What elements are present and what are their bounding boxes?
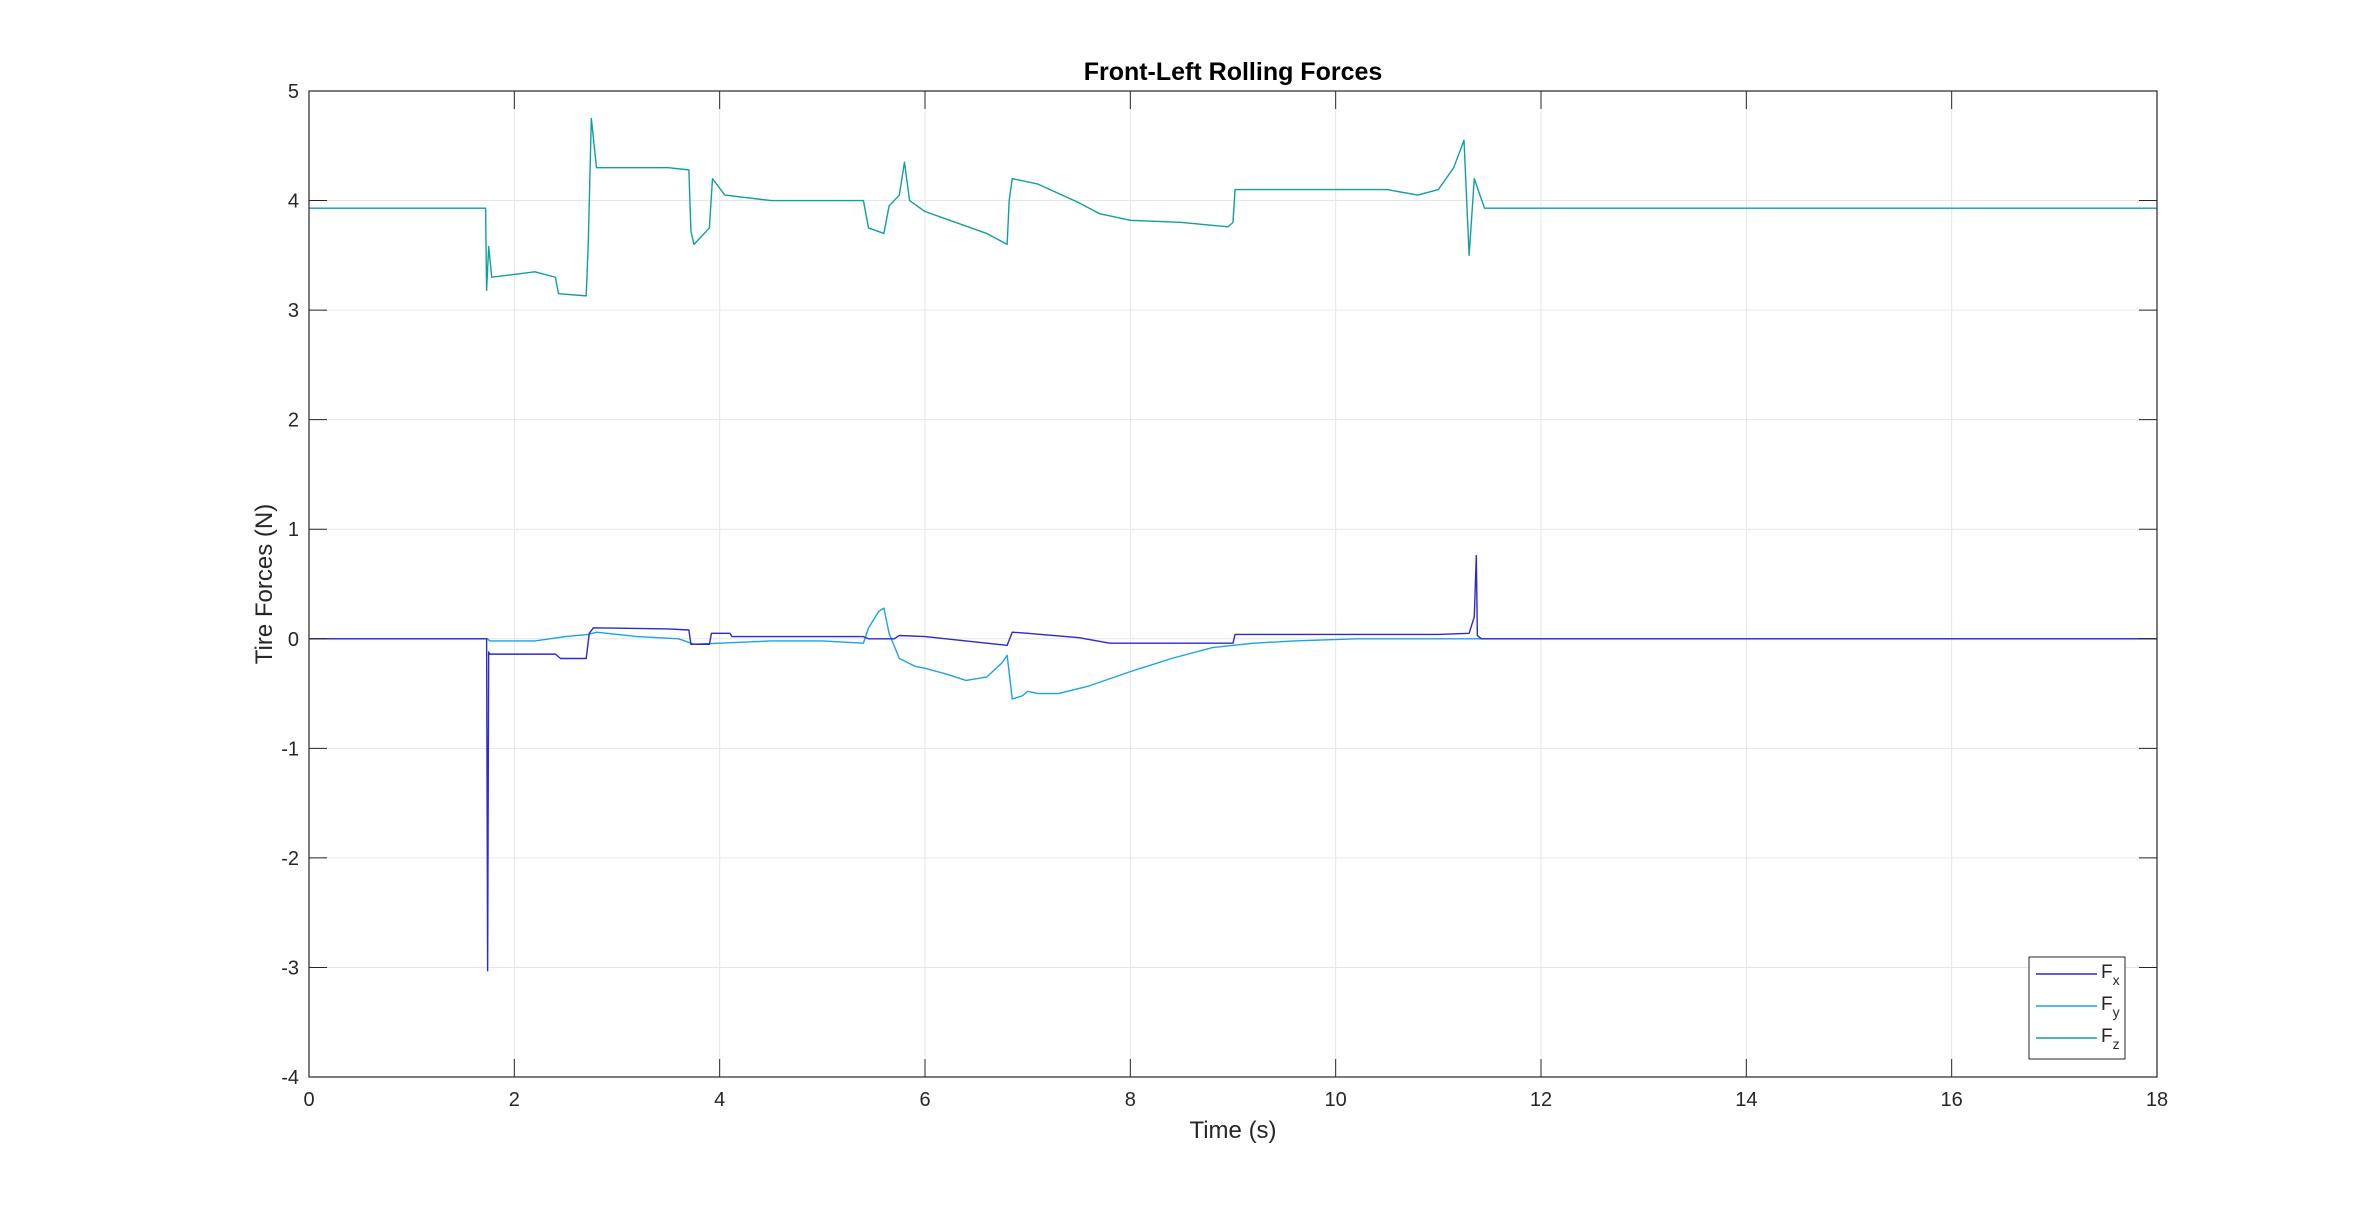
x-tick-label: 12 bbox=[1530, 1089, 1552, 1111]
x-tick-label: 18 bbox=[2146, 1089, 2168, 1111]
x-tick-label: 14 bbox=[1735, 1089, 1757, 1111]
legend-label-fz: Fz bbox=[2101, 1026, 2120, 1052]
y-tick-label: -1 bbox=[281, 738, 299, 760]
y-tick-label: -3 bbox=[281, 957, 299, 979]
x-tick-label: 16 bbox=[1941, 1089, 1963, 1111]
series-line-fx bbox=[309, 554, 2157, 972]
y-tick-label: 4 bbox=[288, 191, 299, 213]
x-axis-label: Time (s) bbox=[1189, 1117, 1276, 1144]
x-tick-label: 2 bbox=[509, 1089, 520, 1111]
x-tick-label: 6 bbox=[919, 1089, 930, 1111]
x-tick-label: 4 bbox=[714, 1089, 725, 1111]
y-tick-label: 2 bbox=[288, 410, 299, 432]
x-tick-label: 0 bbox=[303, 1089, 314, 1111]
axis-ticks bbox=[308, 90, 2158, 1078]
plot-area bbox=[309, 91, 2157, 1077]
x-tick-label: 8 bbox=[1125, 1089, 1136, 1111]
chart-title: Front-Left Rolling Forces bbox=[1084, 58, 1383, 86]
series-line-fz bbox=[309, 117, 2157, 297]
y-tick-label: -2 bbox=[281, 848, 299, 870]
y-tick-label: 0 bbox=[288, 629, 299, 651]
y-tick-labels: -4 -3 -2 -1 0 1 2 3 4 5 bbox=[281, 81, 299, 1089]
legend: Fx Fy Fz bbox=[2028, 956, 2126, 1060]
x-tick-label: 10 bbox=[1325, 1089, 1347, 1111]
y-axis-label: Tire Forces (N) bbox=[251, 504, 278, 664]
y-tick-label: 5 bbox=[288, 81, 299, 103]
y-tick-label: -4 bbox=[281, 1067, 299, 1089]
vertical-grid-lines bbox=[513, 91, 1953, 1077]
series-line-fy bbox=[309, 607, 2157, 700]
series-layer bbox=[309, 117, 2157, 972]
x-tick-labels: 0 2 4 6 8 10 12 14 16 18 bbox=[303, 1089, 2168, 1111]
legend-label-fy: Fy bbox=[2101, 994, 2120, 1020]
y-tick-label: 3 bbox=[288, 300, 299, 322]
axes-box bbox=[308, 90, 2158, 1078]
y-tick-label: 1 bbox=[288, 519, 299, 541]
legend-label-fx: Fx bbox=[2101, 962, 2120, 988]
horizontal-grid-lines bbox=[309, 200, 2157, 968]
